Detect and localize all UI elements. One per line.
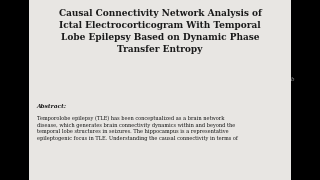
Text: Causal Connectivity Network Analysis of
Ictal Electrocorticogram With Temporal
L: Causal Connectivity Network Analysis of …	[59, 9, 261, 54]
FancyBboxPatch shape	[29, 0, 291, 180]
Text: Abstract:: Abstract:	[37, 104, 67, 109]
Text: b: b	[291, 77, 294, 82]
Text: Temporolobe epilepsy (TLE) has been conceptualized as a brain network
disease, w: Temporolobe epilepsy (TLE) has been conc…	[37, 116, 238, 141]
